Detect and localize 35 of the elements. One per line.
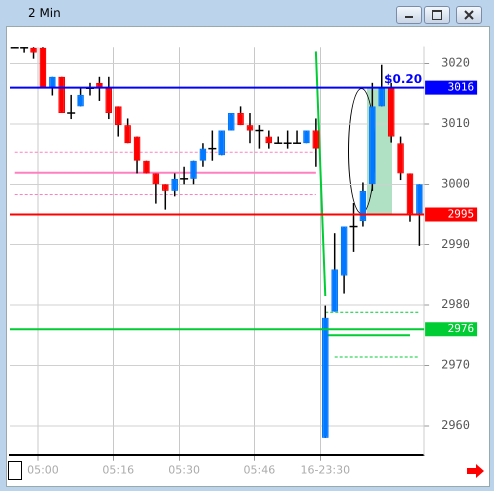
candlestick	[77, 88, 84, 108]
candlestick	[266, 130, 272, 150]
chart-title: 2 Min	[28, 6, 61, 20]
candlestick	[190, 160, 197, 186]
y-tick-label: 3020	[441, 56, 470, 70]
x-tick-label: 05:00	[27, 463, 59, 476]
ref-line-label: 2995	[448, 207, 474, 220]
candlestick	[124, 118, 131, 144]
x-tick-label: 05:46	[244, 463, 276, 476]
candlestick	[114, 106, 122, 138]
y-tick-label: 3000	[441, 176, 470, 190]
annotation: $0.20	[384, 72, 422, 86]
candlestick	[30, 46, 37, 60]
candlestick	[152, 172, 160, 204]
x-tick-label: 05:30	[168, 463, 200, 476]
x-tick-label: 16-23:30	[300, 463, 350, 476]
x-tick-label: 05:16	[102, 463, 134, 476]
candlestick	[303, 130, 310, 144]
candlestick	[134, 136, 140, 174]
ref-line-label: 3016	[448, 80, 474, 94]
y-tick-label: 3010	[441, 116, 470, 130]
y-tick-label: 2990	[441, 236, 470, 251]
candlestick	[237, 106, 244, 126]
y-tick-label: 2980	[441, 297, 470, 312]
candlestick	[200, 142, 206, 168]
candlestick	[106, 76, 112, 120]
y-tick-label: 2970	[441, 358, 470, 372]
candlestick	[171, 172, 178, 198]
y-tick-label: 2960	[441, 418, 470, 432]
candlestick	[312, 118, 320, 168]
candlestick	[246, 112, 254, 144]
candlestick	[228, 112, 234, 132]
ref-line-label: 2976	[448, 322, 474, 336]
candlestick	[162, 184, 169, 210]
candlestick	[378, 64, 386, 108]
